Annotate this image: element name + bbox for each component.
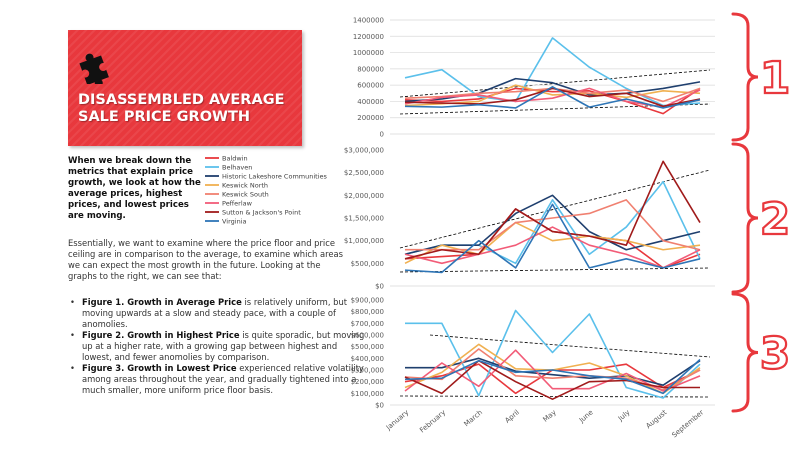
series-line [404, 37, 701, 107]
y-tick-label: 800000 [357, 65, 384, 73]
y-tick-label: $1,000,000 [344, 237, 384, 245]
series-line [404, 203, 701, 274]
bullet: Figure 2. Growth in Highest Price is qui… [70, 330, 366, 363]
y-tick-label: $100,000 [351, 390, 384, 398]
y-tick-label: $0 [375, 283, 384, 291]
y-tick-label: $300,000 [351, 367, 384, 375]
y-tick-label: 1400000 [353, 17, 384, 25]
y-tick-label: $200,000 [351, 378, 384, 386]
bullet: Figure 1. Growth in Average Price is rel… [70, 297, 366, 330]
bullet-list: Figure 1. Growth in Average Price is rel… [68, 297, 366, 396]
series-line [405, 357, 701, 386]
figure-number: 3 [760, 329, 791, 380]
x-tick-label: April [504, 408, 521, 424]
legend-label: Keswick North [222, 181, 268, 189]
x-tick-label: February [418, 408, 447, 434]
bullet-lead: Figure 1. Growth in Average Price [82, 297, 242, 307]
y-tick-label: $1,500,000 [344, 215, 384, 223]
x-tick-label: July [616, 408, 632, 423]
series-line [404, 358, 701, 395]
y-tick-label: $700,000 [351, 320, 384, 328]
x-tick-label: August [645, 408, 669, 430]
trend-line [399, 267, 711, 273]
title-box: DISASSEMBLED AVERAGE SALE PRICE GROWTH [68, 30, 302, 146]
bullet-lead: Figure 2. Growth in Highest Price [82, 330, 240, 340]
legend-label: Baldwin [222, 154, 248, 162]
brace [731, 292, 759, 413]
slide-title: DISASSEMBLED AVERAGE SALE PRICE GROWTH [78, 92, 285, 125]
y-tick-label: $800,000 [351, 308, 384, 316]
trend-line [429, 334, 711, 358]
bullet: Figure 3. Growth in Lowest Price experie… [70, 363, 366, 396]
series-line [404, 221, 701, 265]
y-tick-label: 600000 [357, 82, 384, 90]
bullet-lead: Figure 3. Growth in Lowest Price [82, 363, 237, 373]
y-tick-label: $3,000,000 [344, 147, 384, 155]
body-text: Essentially, we want to examine where th… [68, 238, 344, 281]
y-tick-label: $500,000 [351, 343, 384, 351]
x-tick-label: May [542, 408, 558, 423]
series-line [404, 85, 701, 109]
y-tick-label: 1000000 [353, 49, 384, 57]
y-tick-label: $0 [375, 402, 384, 410]
intro-text: When we break down the metrics that expl… [68, 156, 201, 221]
trend-line [399, 103, 711, 115]
legend-label: Belhaven [222, 163, 252, 171]
legend-label: Keswick South [222, 190, 269, 198]
y-tick-label: $500,000 [351, 260, 384, 268]
series-line [405, 309, 701, 399]
y-tick-label: 1200000 [353, 33, 384, 41]
brace [731, 12, 759, 142]
y-tick-label: 200000 [357, 114, 384, 122]
x-tick-label: June [577, 408, 595, 425]
series-line [404, 160, 701, 260]
y-tick-label: 400000 [357, 98, 384, 106]
y-tick-label: $400,000 [351, 355, 384, 363]
x-tick-label: March [463, 408, 484, 428]
series-line [404, 194, 701, 256]
bullet-text: is quite sporadic, but moving up at a hi… [82, 330, 365, 362]
legend-label: Virginia [222, 217, 247, 225]
trend-line [399, 395, 711, 398]
series-line [404, 359, 700, 400]
series-line [404, 87, 701, 108]
figure-number: 1 [760, 53, 791, 104]
legend-label: Pefferlaw [222, 199, 253, 207]
trend-line [399, 169, 711, 249]
y-tick-label: $600,000 [351, 332, 384, 340]
series-line [404, 226, 701, 269]
legend-label: Historic Lakeshore Communities [222, 172, 328, 180]
bullet-text: is relatively uniform, but moving upward… [82, 297, 348, 329]
puzzle-icon [79, 53, 109, 84]
bullet-text: experienced relative volatility among ar… [82, 363, 364, 395]
x-tick-label: September [670, 408, 705, 439]
figure-number: 2 [760, 194, 791, 245]
y-tick-label: 0 [380, 131, 384, 139]
y-tick-label: $2,000,000 [344, 192, 384, 200]
brace [731, 142, 759, 294]
series-line [404, 87, 701, 115]
series-line [405, 199, 701, 251]
trend-lines [399, 69, 711, 398]
y-tick-label: $900,000 [351, 297, 384, 305]
legend-label: Sutton & Jackson's Point [222, 208, 301, 216]
x-tick-label: January [384, 408, 410, 432]
y-tick-label: $2,500,000 [344, 169, 384, 177]
